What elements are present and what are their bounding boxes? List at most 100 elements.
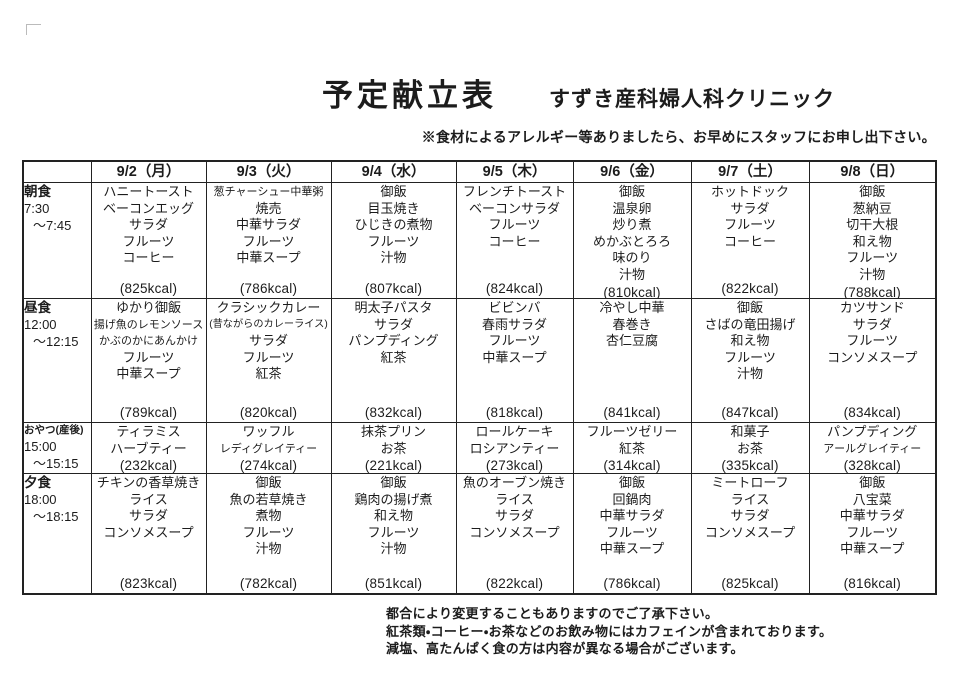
menu-cell: 御飯 温泉卵 炒り煮 めかぶとろろ 味のり 汁物 (810kcal) [572,182,692,299]
menu-item: コンソメスープ [827,349,918,365]
menu-item: 御飯 [380,475,407,490]
menu-item: 紅茶 [380,349,407,365]
menu-item: フルーツ [846,333,899,349]
menu-item: 魚の若草焼き [229,491,308,507]
meal-name: 昼食 [24,300,51,315]
menu-cell: ミートローフ ライス サラダ コンソメスープ (825kcal) [690,473,810,595]
kcal-value: (782kcal) [239,576,298,591]
menu-item: パンプディング [827,424,918,439]
menu-item-list: 御飯 目玉焼き ひじきの煮物 フルーツ 汁物 [332,184,455,267]
menu-item: 中華サラダ [599,508,665,524]
kcal-value: (314kcal) [603,458,661,474]
menu-cell: 抹茶プリン お茶 (221kcal) [330,422,457,474]
menu-item: レディグレイティー [219,442,318,455]
menu-item-list: 御飯 さばの竜田揚げ 和え物 フルーツ 汁物 [692,300,808,383]
menu-item: ロールケーキ [475,424,554,439]
meal-start-time: 15:00 [24,439,57,454]
menu-item: フルーツ [488,217,541,233]
menu-item: 温泉卵 [612,200,652,216]
menu-item: フルーツ [846,250,899,266]
menu-item: ゆかり御飯 [115,300,181,315]
menu-item: フルーツ [724,349,776,365]
menu-item: 中華スープ [236,250,301,266]
menu-item: サラダ [128,508,168,524]
menu-item: ライス [495,491,534,507]
menu-cell-content: ワッフル レディグレイティー (274kcal) [207,424,330,473]
menu-item-list: 御飯 温泉卵 炒り煮 めかぶとろろ 味のり 汁物 [574,184,690,284]
menu-item: 和え物 [373,508,413,524]
menu-item: 御飯 [255,475,282,490]
meal-row-label: 昼食 12:00 ～12:15 [22,298,92,423]
menu-item: ハニートースト [103,184,194,199]
menu-item-list: ゆかり御飯 揚げ魚のレモンソース かぶのかにあんかけ フルーツ 中華スープ [92,300,205,383]
menu-item: 切干大根 [846,217,899,233]
day-header: 9/2（月） [90,160,207,183]
menu-item: 汁物 [255,541,282,557]
menu-cell: 御飯 回鍋肉 中華サラダ フルーツ 中華スープ (786kcal) [572,473,692,595]
kcal-value: (818kcal) [485,405,544,420]
menu-item: かぶのかにあんかけ [99,335,198,348]
meal-row-label: 夕食 18:00 ～18:15 [22,473,92,595]
menu-item-list: ビビンバ 春雨サラダ フルーツ 中華スープ [457,300,572,366]
menu-cell: ティラミス ハーブティー (232kcal) [90,422,207,474]
menu-cell-content: 冷やし中華 春巻き 杏仁豆腐 (841kcal) [574,300,690,422]
menu-item: 紅茶 [255,366,282,382]
menu-item: チキンの香草焼き [96,475,201,490]
menu-item-list: 御飯 回鍋肉 中華サラダ フルーツ 中華スープ [574,475,690,558]
menu-cell: 御飯 葱納豆 切干大根 和え物 フルーツ 汁物 (788kcal) [808,182,937,299]
menu-item: フルーツ [367,524,420,540]
meal-end-time: ～15:15 [33,456,79,471]
menu-item-list: ティラミス ハーブティー [92,424,205,457]
menu-item-list: 葱チャーシュー中華粥 焼売 中華サラダ フルーツ 中華スープ [207,184,330,267]
meal-row: 夕食 18:00 ～18:15 チキンの香草焼き ライス サラダ コンソメスープ (823kc… [22,473,937,595]
menu-item-list: フルーツゼリー 紅茶 [574,424,690,457]
menu-item: ホットドック [710,184,789,199]
kcal-value: (232kcal) [119,458,178,474]
menu-item: サラダ [128,217,168,233]
meal-end-time: ～7:45 [33,218,72,233]
menu-item: お茶 [736,440,763,456]
menu-cell: ロールケーキ ロシアンティー (273kcal) [455,422,574,474]
kcal-value: (823kcal) [119,576,178,591]
menu-item: 汁物 [380,541,407,557]
menu-cell-content: 御飯 目玉焼き ひじきの煮物 フルーツ 汁物 (807kcal) [332,184,455,298]
menu-item: フルーツ [242,349,295,365]
menu-item: 汁物 [380,250,407,266]
menu-item: 中華サラダ [839,508,905,524]
menu-item-list: カツサンド サラダ フルーツ コンソメスープ [810,300,935,366]
menu-item-list: チキンの香草焼き ライス サラダ コンソメスープ [92,475,205,541]
menu-item: 目玉焼き [367,200,420,216]
menu-item-list: 冷やし中華 春巻き 杏仁豆腐 [574,300,690,350]
kcal-value: (273kcal) [485,458,544,474]
day-header: 9/6（金） [572,160,692,183]
kcal-value: (807kcal) [364,281,423,296]
menu-item: 八宝菜 [852,491,892,507]
menu-cell: 御飯 魚の若草焼き 煮物 フルーツ 汁物 (782kcal) [205,473,332,595]
menu-cell-content: フレンチトースト ベーコンサラダ フルーツ コーヒー (824kcal) [457,184,572,298]
menu-cell: クラシックカレー (昔ながらのカレーライス) サラダ フルーツ 紅茶 (820kcal) [205,298,332,423]
menu-item: 春巻き [612,316,652,332]
kcal-value: (851kcal) [364,576,423,591]
menu-cell: ビビンバ 春雨サラダ フルーツ 中華スープ (818kcal) [455,298,574,423]
menu-cell: カツサンド サラダ フルーツ コンソメスープ (834kcal) [808,298,937,423]
clinic-name: すずき産科婦人科クリニック [549,88,835,111]
menu-item: サラダ [730,508,770,524]
menu-cell: フレンチトースト ベーコンサラダ フルーツ コーヒー (824kcal) [455,182,574,299]
kcal-value: (788kcal) [843,284,901,299]
menu-item: カツサンド [839,300,905,315]
menu-cell-content: 御飯 魚の若草焼き 煮物 フルーツ 汁物 (782kcal) [207,474,330,593]
menu-item: 抹茶プリン [360,424,426,439]
menu-cell-content: 和菓子 お茶 (335kcal) [692,424,808,473]
menu-item: 紅茶 [618,440,645,456]
menu-item: 御飯 [380,184,407,199]
menu-item: ティラミス [116,424,181,439]
menu-item: 揚げ魚のレモンソース [93,318,204,331]
menu-item: ワッフル [242,424,295,439]
menu-item-list: ロールケーキ ロシアンティー [457,424,572,457]
menu-cell-content: パンプディング アールグレイティー (328kcal) [810,424,935,473]
menu-item: ハーブティー [110,440,187,456]
menu-item: コーヒー [122,250,175,266]
menu-item: クラシックカレー [216,300,321,315]
day-header: 9/5（木） [455,160,574,183]
menu-item: ロシアンティー [469,440,560,456]
